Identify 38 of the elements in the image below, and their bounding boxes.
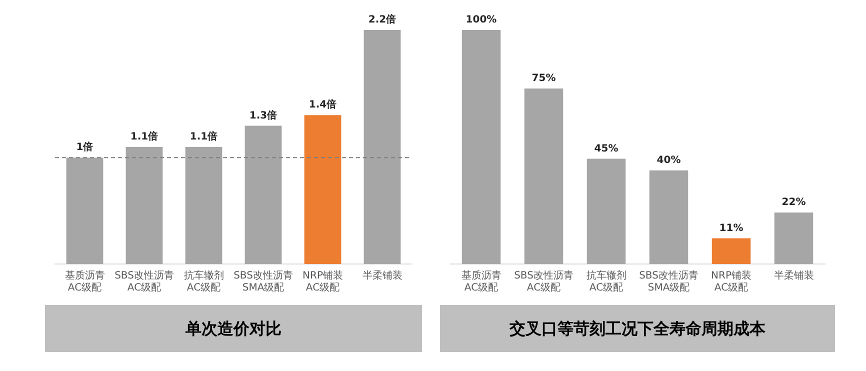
- data-label: 100%: [466, 14, 497, 26]
- x-tick-label: SBS改性沥青 AC级配: [114, 270, 174, 294]
- data-label: 1.1倍: [190, 130, 218, 143]
- x-tick-label: 基质沥青 AC级配: [64, 270, 105, 294]
- data-label: 11%: [719, 222, 744, 234]
- x-tick-label: 抗车辙剂 AC级配: [184, 270, 224, 294]
- x-tick-label: 抗车辙剂 AC级配: [586, 270, 626, 294]
- bar: [66, 158, 104, 264]
- bar: [185, 147, 222, 264]
- x-tick-label: NRP铺装 AC级配: [711, 270, 752, 294]
- bar: [462, 30, 501, 264]
- data-label: 1.3倍: [249, 109, 278, 122]
- bar: [364, 30, 401, 264]
- bar: [244, 126, 282, 264]
- x-tick-label: 半柔铺装: [362, 270, 402, 282]
- data-label: 1倍: [76, 141, 94, 154]
- data-label: 2.2倍: [368, 14, 396, 26]
- data-label: 45%: [594, 143, 618, 154]
- x-tick-label: SBS改性沥青 AC级配: [514, 270, 574, 294]
- bar: [126, 147, 163, 264]
- x-tick-label: NRP铺装 AC级配: [302, 270, 343, 294]
- data-label: 22%: [782, 197, 806, 208]
- x-tick-label: 基质沥青 AC级配: [461, 270, 502, 294]
- bar: [649, 170, 688, 264]
- x-tick-label: SBS改性沥青 SMA级配: [234, 270, 293, 294]
- x-tick-label: 半柔铺装: [774, 270, 814, 282]
- bar: [586, 158, 626, 264]
- text: 单次造价对比: [45, 305, 422, 352]
- bar: [774, 212, 814, 264]
- data-label: 75%: [532, 73, 556, 84]
- data-label: 1.4倍: [308, 98, 337, 111]
- text: 交叉口等苛刻工况下全寿命周期成本: [440, 305, 835, 352]
- data-label: 40%: [656, 154, 681, 166]
- data-label: 1.1倍: [130, 130, 158, 143]
- bar: [304, 115, 342, 264]
- bar: [712, 238, 751, 264]
- bar: [524, 88, 564, 264]
- x-tick-label: SBS改性沥青 SMA级配: [639, 270, 698, 294]
